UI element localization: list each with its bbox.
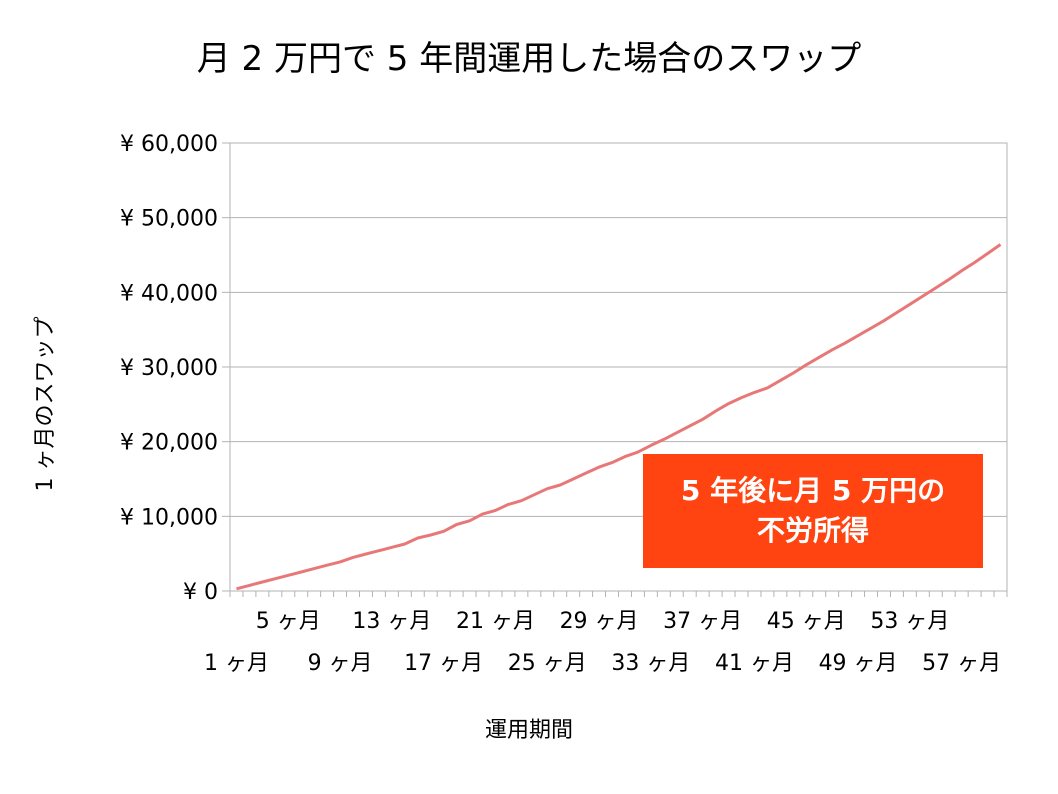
grid-lines <box>222 142 1007 592</box>
x-tick-label: 33 ヶ月 <box>611 651 690 676</box>
chart-title: 月 2 万円で 5 年間運用した場合のスワップ <box>196 39 862 79</box>
x-tick-marks <box>229 591 1008 597</box>
y-tick-label: ¥ 60,000 <box>120 132 218 157</box>
y-tick-label: ¥ 40,000 <box>120 281 218 306</box>
y-tick-label: ¥ 0 <box>183 580 218 605</box>
y-tick-label: ¥ 20,000 <box>120 431 218 456</box>
x-tick-label: 37 ヶ月 <box>663 609 742 634</box>
series-line <box>236 243 1002 591</box>
x-tick-label: 45 ヶ月 <box>767 609 846 634</box>
y-tick-label: ¥ 50,000 <box>120 207 218 232</box>
x-tick-label: 25 ヶ月 <box>508 651 587 676</box>
series-group <box>236 243 1002 591</box>
x-tick-label: 49 ヶ月 <box>819 651 898 676</box>
x-tick-label: 9 ヶ月 <box>308 651 373 676</box>
y-tick-labels: ¥ 0 ¥ 10,000 ¥ 20,000 ¥ 30,000 ¥ 40,000 ¥ 50,… <box>120 132 218 605</box>
x-tick-label: 53 ヶ月 <box>870 609 949 634</box>
x-tick-labels: 5 ヶ月 13 ヶ月 21 ヶ月 29 ヶ月 37 ヶ月 45 ヶ月 53 ヶ月 1 ヶ月 9 … <box>204 609 1001 676</box>
x-tick-label: 13 ヶ月 <box>352 609 431 634</box>
x-axis-label: 運用期間 <box>484 718 573 743</box>
y-tick-label: ¥ 10,000 <box>120 505 218 530</box>
x-tick-label: 17 ヶ月 <box>404 651 483 676</box>
callout-line-1: 5 年後に月 5 万円の <box>680 474 946 507</box>
x-tick-label: 57 ヶ月 <box>922 651 1001 676</box>
y-tick-label: ¥ 30,000 <box>120 356 218 381</box>
x-tick-label: 5 ヶ月 <box>256 609 321 634</box>
x-tick-label: 21 ヶ月 <box>456 609 535 634</box>
callout-line-2: 不労所得 <box>756 514 869 547</box>
x-tick-label: 1 ヶ月 <box>204 651 269 676</box>
annotation-callout: 5 年後に月 5 万円の 不労所得 <box>643 454 983 568</box>
x-tick-label: 29 ヶ月 <box>560 609 639 634</box>
x-tick-label: 41 ヶ月 <box>715 651 794 676</box>
